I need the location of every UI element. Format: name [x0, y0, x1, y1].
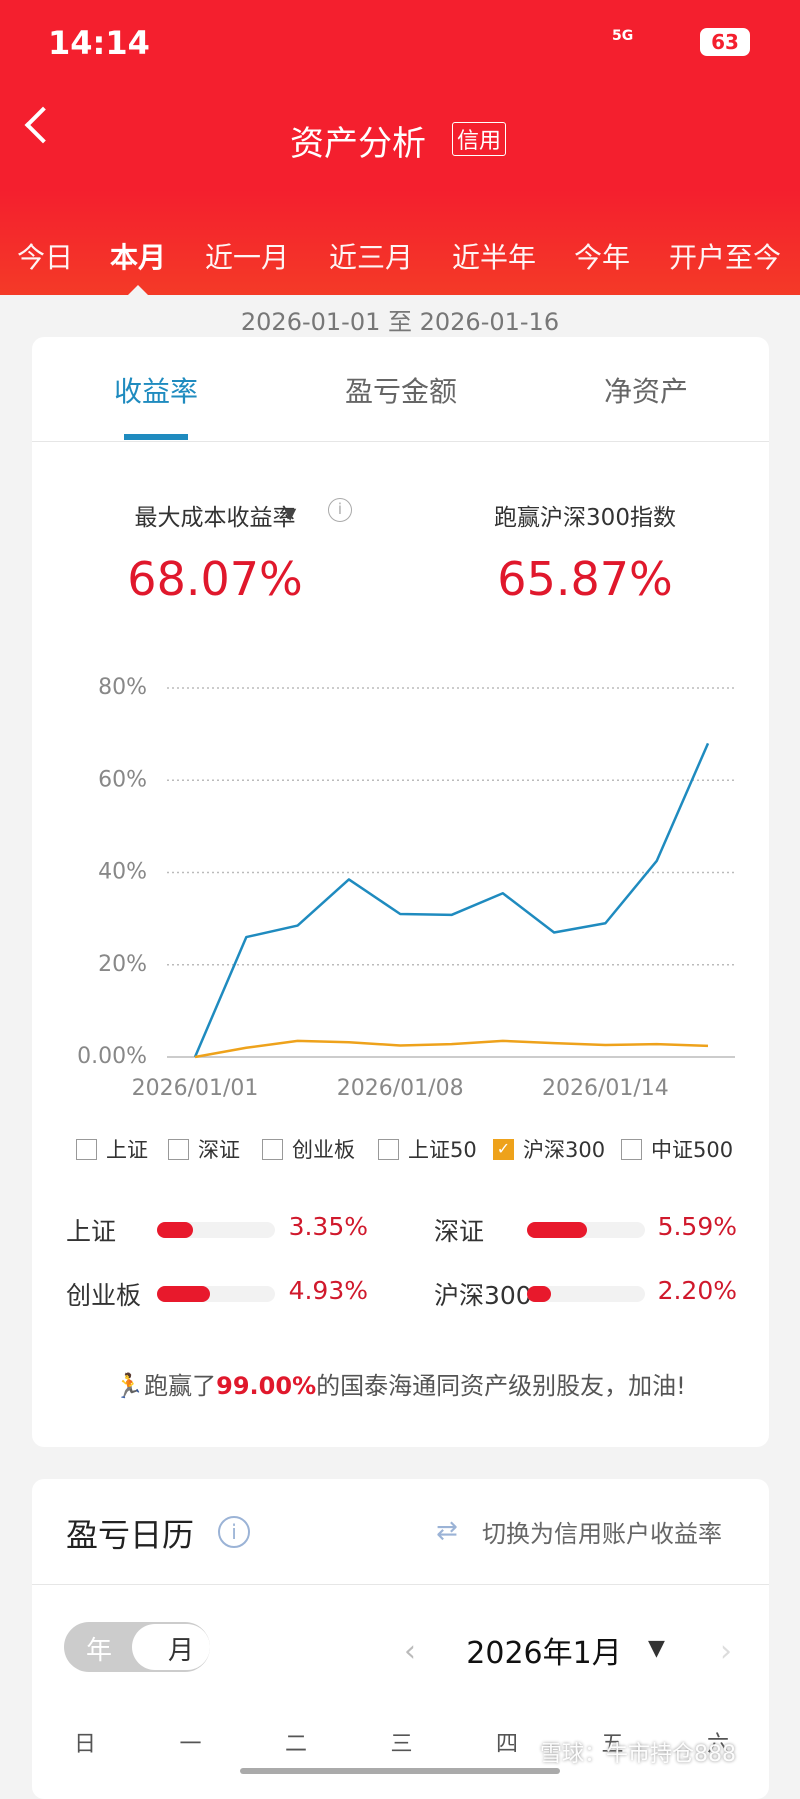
weekday: 六 [706, 1732, 730, 1757]
month-dropdown[interactable]: ▼ [648, 1636, 665, 1661]
metric-value: 68.07% [127, 552, 303, 606]
index-value: 4.93% [288, 1276, 368, 1305]
index-value: 3.35% [288, 1212, 368, 1241]
tab-notch [128, 285, 148, 295]
prev-month[interactable]: ‹ [404, 1634, 416, 1669]
date-range: 2026-01-01 至 2026-01-16 [240, 308, 560, 336]
checkbox[interactable] [76, 1139, 97, 1160]
checkbox[interactable] [378, 1139, 399, 1160]
tab-underline [124, 434, 188, 440]
checkbox[interactable] [168, 1139, 189, 1160]
bar [527, 1222, 587, 1238]
checkbox[interactable] [621, 1139, 642, 1160]
status-battery: 63 [700, 28, 750, 56]
metric-tab[interactable]: 收益率 [113, 375, 199, 408]
switch-icon: ⇄ [436, 1516, 458, 1546]
checkbox-label: 深证 [198, 1138, 240, 1162]
index-name: 上证 [66, 1217, 117, 1246]
weekday: 四 [495, 1732, 519, 1757]
index-name: 沪深300 [434, 1281, 532, 1310]
period-tab[interactable]: 近三月 [328, 241, 414, 274]
bar [157, 1222, 193, 1238]
bar [157, 1286, 210, 1302]
beat-prefix: 跑赢了 [144, 1372, 217, 1400]
bar-track [527, 1286, 645, 1302]
weekday: 一 [179, 1732, 202, 1757]
status-network: 5G [612, 28, 634, 44]
toggle-option[interactable]: 月 [168, 1636, 195, 1666]
toggle-knob [132, 1624, 210, 1670]
page-title: 资产分析 [290, 124, 426, 164]
checkbox-label: 中证500 [651, 1138, 734, 1162]
bar [527, 1286, 551, 1302]
month-label: 2026年1月 [466, 1636, 622, 1671]
title-badge: 信用 [452, 122, 507, 156]
period-tab[interactable]: 本月 [109, 241, 167, 274]
divider [32, 1584, 769, 1585]
checkbox-label: 上证50 [408, 1138, 477, 1162]
checkbox-label: 上证 [106, 1138, 148, 1162]
beat-highlight: 99.00% [216, 1372, 317, 1400]
metric-value: 65.87% [497, 552, 673, 606]
calendar-title: 盈亏日历 [66, 1516, 195, 1554]
dropdown-caret[interactable]: ▼ [284, 504, 297, 523]
toggle-option[interactable]: 年 [86, 1636, 113, 1666]
period-tab[interactable]: 近半年 [451, 241, 537, 274]
home-indicator [240, 1768, 560, 1774]
beat-suffix: 的国泰海通同资产级别股友，加油! [316, 1372, 686, 1400]
period-tab[interactable]: 今日 [16, 241, 74, 274]
index-value: 2.20% [657, 1276, 737, 1305]
header-bg [0, 0, 800, 295]
metric-label: 最大成本收益率 [134, 505, 296, 531]
checkbox-label: 沪深300 [523, 1138, 606, 1162]
info-icon[interactable]: i [328, 498, 352, 522]
runner-icon: 🏃 [114, 1372, 145, 1400]
switch-link[interactable]: 切换为信用账户收益率 [482, 1520, 722, 1548]
beat-note: 🏃跑赢了99.00%的国泰海通同资产级别股友，加油! [114, 1366, 685, 1401]
weekday: 二 [284, 1732, 308, 1757]
metric-tab[interactable]: 净资产 [603, 375, 689, 408]
index-name: 深证 [434, 1217, 485, 1246]
info-icon[interactable]: i [218, 1516, 250, 1548]
status-time: 14:14 [48, 24, 150, 62]
checkbox[interactable]: ✓ [493, 1139, 514, 1160]
metric-tab[interactable]: 盈亏金额 [344, 375, 458, 408]
next-month[interactable]: › [720, 1634, 732, 1669]
checkbox[interactable] [262, 1139, 283, 1160]
period-tab[interactable]: 近一月 [204, 241, 290, 274]
watermark: 雪球：牛市持仓888 [540, 1742, 736, 1767]
divider [32, 441, 769, 442]
metric-label: 跑赢沪深300指数 [494, 505, 676, 531]
weekday: 五 [601, 1732, 624, 1757]
period-tab[interactable]: 今年 [573, 241, 631, 274]
checkbox-label: 创业板 [292, 1138, 355, 1162]
index-value: 5.59% [657, 1212, 737, 1241]
index-name: 创业板 [66, 1281, 142, 1310]
period-tab[interactable]: 开户至今 [668, 241, 782, 274]
weekday: 三 [390, 1732, 413, 1757]
weekday: 日 [73, 1732, 97, 1757]
